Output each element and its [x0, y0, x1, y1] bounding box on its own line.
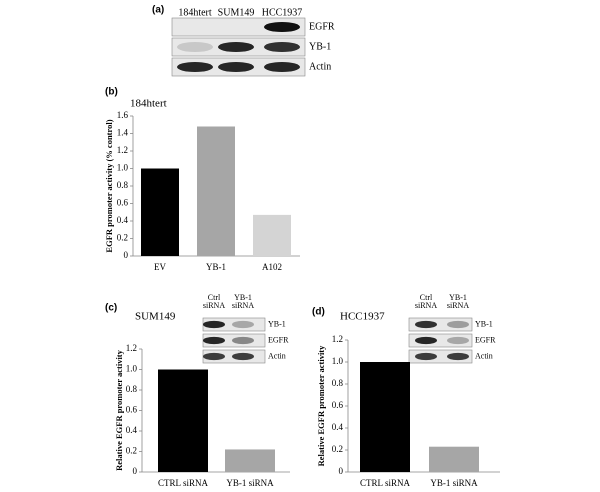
- y-tick-label: 1.0: [332, 356, 344, 366]
- y-tick-label: 0.4: [117, 215, 129, 225]
- panel-label: (c): [105, 303, 117, 314]
- lane-label: YB-1: [234, 293, 252, 302]
- blot-band: [264, 41, 300, 53]
- y-tick-label: 1.4: [117, 128, 129, 138]
- lane-label: SUM149: [218, 7, 255, 18]
- y-tick-label: 0.2: [117, 233, 128, 243]
- x-tick-label: YB-1 siRNA: [226, 478, 274, 488]
- blot-band: [203, 336, 225, 345]
- bar: [429, 446, 479, 472]
- blot-band: [203, 352, 225, 361]
- y-tick-label: 0.4: [332, 422, 344, 432]
- panel-label: (a): [152, 5, 164, 16]
- row-label: EGFR: [309, 21, 335, 32]
- blot-band: [218, 61, 254, 73]
- blot-band: [447, 352, 469, 361]
- y-tick-label: 0.6: [332, 400, 344, 410]
- row-label: EGFR: [475, 335, 496, 344]
- row-label: YB-1: [475, 319, 493, 328]
- lane-label: siRNA: [203, 301, 225, 310]
- y-tick-label: 0: [133, 466, 138, 476]
- blot-band: [218, 41, 254, 53]
- y-tick-label: 0: [339, 466, 344, 476]
- chart-title: 184htert: [130, 98, 167, 110]
- y-tick-label: 1.0: [126, 364, 138, 374]
- row-label: YB-1: [309, 41, 331, 52]
- bar: [253, 214, 291, 256]
- x-tick-label: CTRL siRNA: [360, 478, 410, 488]
- blot-band: [264, 21, 300, 33]
- lane-label: siRNA: [232, 301, 254, 310]
- lane-label: Ctrl: [208, 293, 221, 302]
- lane-label: YB-1: [449, 293, 467, 302]
- row-label: EGFR: [268, 335, 289, 344]
- row-label: Actin: [309, 61, 331, 72]
- x-tick-label: CTRL siRNA: [158, 478, 208, 488]
- x-tick-label: YB-1: [206, 262, 226, 272]
- y-axis-label: Relative EGFR promoter activity: [114, 349, 124, 471]
- row-label: YB-1: [268, 319, 286, 328]
- chart-title: SUM149: [135, 311, 176, 323]
- blot-band: [415, 320, 437, 329]
- blot-band: [177, 41, 213, 53]
- bar: [158, 369, 208, 472]
- bar: [360, 362, 410, 472]
- y-tick-label: 0.4: [126, 425, 138, 435]
- y-tick-label: 1.2: [332, 334, 343, 344]
- x-tick-label: YB-1 siRNA: [430, 478, 478, 488]
- bar: [225, 449, 275, 472]
- y-tick-label: 0.6: [126, 405, 138, 415]
- y-tick-label: 0.6: [117, 198, 129, 208]
- y-tick-label: 0.2: [126, 446, 137, 456]
- bar: [141, 168, 179, 256]
- y-tick-label: 1.2: [126, 343, 137, 353]
- lane-label: Ctrl: [420, 293, 433, 302]
- y-tick-label: 0.2: [332, 444, 343, 454]
- x-tick-label: A102: [262, 262, 282, 272]
- chart-title: HCC1937: [340, 311, 385, 323]
- lane-label: siRNA: [447, 301, 469, 310]
- lane-label: HCC1937: [262, 7, 303, 18]
- y-tick-label: 0.8: [126, 384, 138, 394]
- bar: [197, 126, 235, 256]
- y-tick-label: 1.2: [117, 145, 128, 155]
- x-tick-label: EV: [154, 262, 166, 272]
- y-tick-label: 0.8: [332, 378, 344, 388]
- row-label: Actin: [268, 351, 286, 360]
- blot-strip: [171, 17, 306, 37]
- blot-band: [264, 61, 300, 73]
- panel-label: (d): [312, 307, 325, 318]
- y-tick-label: 0.8: [117, 180, 129, 190]
- y-tick-label: 0: [124, 250, 129, 260]
- blot-band: [232, 352, 254, 361]
- y-axis-label: Relative EGFR promoter activity: [316, 345, 326, 467]
- panel-label: (b): [105, 87, 118, 98]
- blot-band: [447, 336, 469, 345]
- blot-band: [232, 336, 254, 345]
- row-label: Actin: [475, 351, 493, 360]
- lane-label: 184htert: [178, 7, 212, 18]
- blot-band: [415, 336, 437, 345]
- y-tick-label: 1.0: [117, 163, 129, 173]
- lane-label: siRNA: [415, 301, 437, 310]
- y-tick-label: 1.6: [117, 110, 129, 120]
- blot-band: [232, 320, 254, 329]
- blot-band: [177, 61, 213, 73]
- blot-band: [447, 320, 469, 329]
- blot-band: [415, 352, 437, 361]
- blot-band: [203, 320, 225, 329]
- y-axis-label: EGFR promoter activity (% control): [104, 119, 114, 252]
